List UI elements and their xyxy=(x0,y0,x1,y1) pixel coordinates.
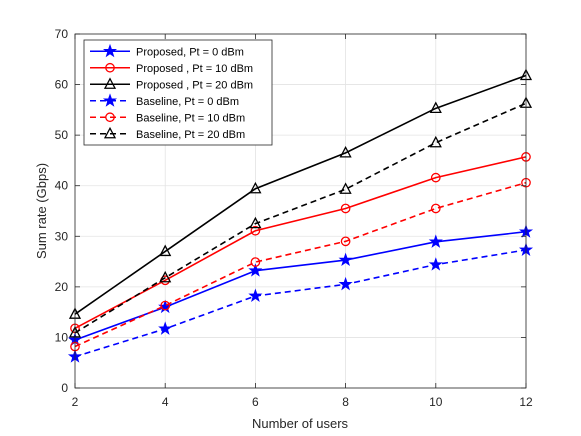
y-tick-label: 70 xyxy=(55,27,69,41)
legend-marker xyxy=(103,77,117,89)
data-point xyxy=(158,321,173,335)
data-point xyxy=(339,182,352,194)
series-layer xyxy=(67,68,534,363)
y-tick-label: 30 xyxy=(55,229,69,243)
y-tick-label: 20 xyxy=(55,280,69,294)
x-tick-label: 8 xyxy=(342,395,349,409)
series-line xyxy=(74,102,527,334)
legend-label: Proposed , Pt = 10 dBm xyxy=(136,63,253,75)
axes: 2 4 6 8 10 12 0 10 20 30 40 50 60 70 xyxy=(55,27,533,409)
legend-box xyxy=(83,39,273,146)
legend-marker xyxy=(102,93,118,107)
data-point xyxy=(339,145,352,158)
series-line xyxy=(74,249,527,358)
legend-label: Proposed , Pt = 20 dBm xyxy=(136,79,253,91)
data-point xyxy=(429,101,442,113)
legend-marker xyxy=(105,112,115,123)
data-point xyxy=(250,225,261,236)
data-point xyxy=(340,203,351,214)
data-point xyxy=(428,257,443,271)
data-point xyxy=(159,270,172,283)
legend-label: Baseline, Pt = 10 dBm xyxy=(136,112,245,124)
data-point xyxy=(428,234,443,248)
data-point xyxy=(338,252,353,267)
series-line xyxy=(74,181,527,348)
legend-marker xyxy=(102,43,118,58)
x-tick-label: 4 xyxy=(162,395,169,409)
y-tick-label: 50 xyxy=(55,128,69,142)
x-axis-label: Number of users xyxy=(252,416,349,431)
data-point xyxy=(249,181,262,194)
x-tick-label: 2 xyxy=(72,395,79,409)
y-tick-label: 60 xyxy=(55,78,69,92)
y-axis-label: Sum rate (Gbps) xyxy=(34,163,49,259)
data-point xyxy=(160,300,171,311)
y-tick-label: 0 xyxy=(61,381,68,395)
data-point xyxy=(248,288,263,302)
legend: Proposed, Pt = 0 dBm Proposed , Pt = 10 d… xyxy=(83,39,273,146)
legend-marker xyxy=(105,62,115,73)
plot-frame xyxy=(74,33,527,389)
series-line xyxy=(74,156,527,330)
data-point xyxy=(338,276,353,291)
data-point xyxy=(430,203,441,214)
data-point xyxy=(159,244,172,257)
y-tick-label: 10 xyxy=(55,330,69,344)
legend-label: Proposed, Pt = 0 dBm xyxy=(136,46,244,58)
data-point xyxy=(249,216,262,229)
data-point xyxy=(248,263,263,277)
series-line xyxy=(74,74,527,315)
data-point xyxy=(429,135,442,148)
legend-label: Baseline, Pt = 20 dBm xyxy=(136,129,245,141)
series-5 xyxy=(70,177,531,352)
data-point xyxy=(430,172,441,183)
x-tick-label: 12 xyxy=(519,395,533,409)
legend-marker xyxy=(103,126,117,139)
x-tick-label: 10 xyxy=(429,395,443,409)
x-tick-label: 6 xyxy=(252,395,259,409)
y-tick-label: 40 xyxy=(55,179,69,193)
data-point xyxy=(340,236,351,247)
legend-label: Baseline, Pt = 0 dBm xyxy=(136,96,239,108)
data-point xyxy=(250,257,261,267)
